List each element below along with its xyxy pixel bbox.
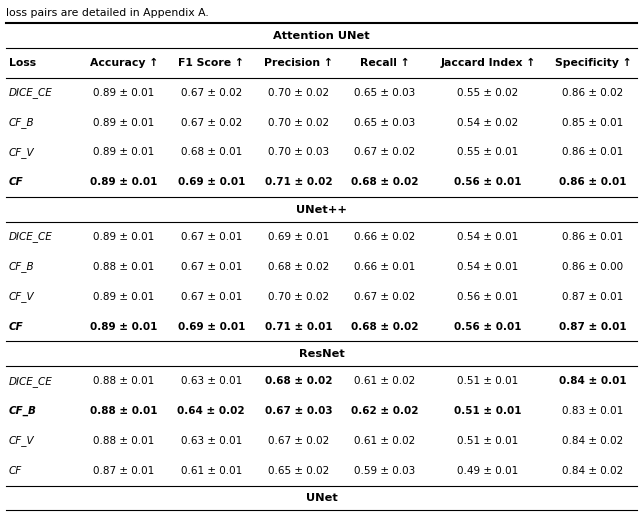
Text: CF_V: CF_V: [9, 291, 35, 302]
Text: 0.86 ± 0.00: 0.86 ± 0.00: [563, 262, 623, 272]
Text: 0.86 ± 0.02: 0.86 ± 0.02: [563, 88, 623, 98]
Text: 0.54 ± 0.01: 0.54 ± 0.01: [458, 262, 518, 272]
Text: Jaccard Index ↑: Jaccard Index ↑: [440, 58, 536, 68]
Text: DICE_CE: DICE_CE: [9, 231, 52, 243]
Text: 0.70 ± 0.03: 0.70 ± 0.03: [268, 147, 330, 158]
Text: 0.69 ± 0.01: 0.69 ± 0.01: [177, 321, 245, 332]
Text: CF: CF: [9, 177, 24, 187]
Text: 0.66 ± 0.02: 0.66 ± 0.02: [354, 232, 415, 242]
Text: 0.67 ± 0.02: 0.67 ± 0.02: [180, 88, 242, 98]
Text: 0.51 ± 0.01: 0.51 ± 0.01: [454, 406, 522, 416]
Text: 0.88 ± 0.01: 0.88 ± 0.01: [93, 436, 154, 446]
Text: 0.83 ± 0.01: 0.83 ± 0.01: [563, 406, 623, 416]
Text: 0.68 ± 0.02: 0.68 ± 0.02: [351, 177, 419, 187]
Text: 0.61 ± 0.02: 0.61 ± 0.02: [354, 376, 415, 386]
Text: 0.55 ± 0.02: 0.55 ± 0.02: [458, 88, 518, 98]
Text: CF: CF: [9, 466, 22, 476]
Text: 0.62 ± 0.02: 0.62 ± 0.02: [351, 406, 419, 416]
Text: 0.51 ± 0.01: 0.51 ± 0.01: [458, 436, 518, 446]
Text: 0.65 ± 0.03: 0.65 ± 0.03: [354, 117, 415, 128]
Text: Precision ↑: Precision ↑: [264, 58, 333, 68]
Text: 0.71 ± 0.02: 0.71 ± 0.02: [265, 177, 333, 187]
Text: CF_V: CF_V: [9, 147, 35, 158]
Text: 0.70 ± 0.02: 0.70 ± 0.02: [268, 291, 330, 302]
Text: 0.88 ± 0.01: 0.88 ± 0.01: [93, 376, 154, 386]
Text: CF_B: CF_B: [9, 261, 35, 272]
Text: 0.67 ± 0.02: 0.67 ± 0.02: [180, 117, 242, 128]
Text: 0.67 ± 0.01: 0.67 ± 0.01: [180, 232, 242, 242]
Text: 0.56 ± 0.01: 0.56 ± 0.01: [458, 291, 518, 302]
Text: 0.51 ± 0.01: 0.51 ± 0.01: [458, 376, 518, 386]
Text: 0.66 ± 0.01: 0.66 ± 0.01: [354, 262, 415, 272]
Text: 0.63 ± 0.01: 0.63 ± 0.01: [180, 376, 242, 386]
Text: 0.70 ± 0.02: 0.70 ± 0.02: [268, 88, 330, 98]
Text: CF: CF: [9, 321, 24, 332]
Text: 0.54 ± 0.02: 0.54 ± 0.02: [458, 117, 518, 128]
Text: Specificity ↑: Specificity ↑: [555, 58, 632, 68]
Text: 0.69 ± 0.01: 0.69 ± 0.01: [177, 177, 245, 187]
Text: 0.71 ± 0.01: 0.71 ± 0.01: [265, 321, 333, 332]
Text: 0.54 ± 0.01: 0.54 ± 0.01: [458, 232, 518, 242]
Text: 0.67 ± 0.02: 0.67 ± 0.02: [354, 147, 415, 158]
Text: DICE_CE: DICE_CE: [9, 375, 52, 387]
Text: 0.89 ± 0.01: 0.89 ± 0.01: [93, 147, 154, 158]
Text: loss pairs are detailed in Appendix A.: loss pairs are detailed in Appendix A.: [6, 8, 209, 18]
Text: 0.89 ± 0.01: 0.89 ± 0.01: [93, 117, 154, 128]
Text: 0.56 ± 0.01: 0.56 ± 0.01: [454, 177, 522, 187]
Text: Loss: Loss: [9, 58, 36, 68]
Text: 0.87 ± 0.01: 0.87 ± 0.01: [93, 466, 154, 476]
Text: 0.84 ± 0.01: 0.84 ± 0.01: [559, 376, 627, 386]
Text: 0.86 ± 0.01: 0.86 ± 0.01: [559, 177, 627, 187]
Text: 0.68 ± 0.01: 0.68 ± 0.01: [180, 147, 242, 158]
Text: Accuracy ↑: Accuracy ↑: [90, 58, 158, 68]
Text: 0.84 ± 0.02: 0.84 ± 0.02: [563, 436, 623, 446]
Text: 0.65 ± 0.03: 0.65 ± 0.03: [354, 88, 415, 98]
Text: 0.88 ± 0.01: 0.88 ± 0.01: [90, 406, 157, 416]
Text: 0.69 ± 0.01: 0.69 ± 0.01: [268, 232, 330, 242]
Text: 0.89 ± 0.01: 0.89 ± 0.01: [93, 232, 154, 242]
Text: 0.68 ± 0.02: 0.68 ± 0.02: [351, 321, 419, 332]
Text: 0.55 ± 0.01: 0.55 ± 0.01: [458, 147, 518, 158]
Text: ResNet: ResNet: [299, 349, 344, 359]
Text: 0.86 ± 0.01: 0.86 ± 0.01: [563, 147, 623, 158]
Text: 0.68 ± 0.02: 0.68 ± 0.02: [268, 262, 330, 272]
Text: 0.67 ± 0.02: 0.67 ± 0.02: [354, 291, 415, 302]
Text: UNet++: UNet++: [296, 204, 347, 215]
Text: 0.86 ± 0.01: 0.86 ± 0.01: [563, 232, 623, 242]
Text: 0.63 ± 0.01: 0.63 ± 0.01: [180, 436, 242, 446]
Text: 0.59 ± 0.03: 0.59 ± 0.03: [354, 466, 415, 476]
Text: Recall ↑: Recall ↑: [360, 58, 410, 68]
Text: 0.87 ± 0.01: 0.87 ± 0.01: [559, 321, 627, 332]
Text: 0.67 ± 0.01: 0.67 ± 0.01: [180, 291, 242, 302]
Text: 0.89 ± 0.01: 0.89 ± 0.01: [93, 88, 154, 98]
Text: F1 Score ↑: F1 Score ↑: [179, 58, 244, 68]
Text: CF_B: CF_B: [9, 117, 35, 128]
Text: 0.89 ± 0.01: 0.89 ± 0.01: [90, 321, 157, 332]
Text: 0.87 ± 0.01: 0.87 ± 0.01: [563, 291, 623, 302]
Text: 0.67 ± 0.02: 0.67 ± 0.02: [268, 436, 330, 446]
Text: 0.67 ± 0.01: 0.67 ± 0.01: [180, 262, 242, 272]
Text: 0.89 ± 0.01: 0.89 ± 0.01: [93, 291, 154, 302]
Text: 0.70 ± 0.02: 0.70 ± 0.02: [268, 117, 330, 128]
Text: DICE_CE: DICE_CE: [9, 87, 52, 98]
Text: CF_V: CF_V: [9, 435, 35, 447]
Text: 0.89 ± 0.01: 0.89 ± 0.01: [90, 177, 157, 187]
Text: 0.49 ± 0.01: 0.49 ± 0.01: [458, 466, 518, 476]
Text: 0.67 ± 0.03: 0.67 ± 0.03: [265, 406, 333, 416]
Text: 0.61 ± 0.02: 0.61 ± 0.02: [354, 436, 415, 446]
Text: Attention UNet: Attention UNet: [273, 30, 370, 41]
Text: 0.64 ± 0.02: 0.64 ± 0.02: [177, 406, 245, 416]
Text: 0.61 ± 0.01: 0.61 ± 0.01: [180, 466, 242, 476]
Text: 0.68 ± 0.02: 0.68 ± 0.02: [265, 376, 333, 386]
Text: 0.88 ± 0.01: 0.88 ± 0.01: [93, 262, 154, 272]
Text: CF_B: CF_B: [9, 406, 37, 416]
Text: 0.65 ± 0.02: 0.65 ± 0.02: [268, 466, 330, 476]
Text: 0.56 ± 0.01: 0.56 ± 0.01: [454, 321, 522, 332]
Text: 0.84 ± 0.02: 0.84 ± 0.02: [563, 466, 623, 476]
Text: UNet: UNet: [306, 493, 337, 503]
Text: 0.85 ± 0.01: 0.85 ± 0.01: [563, 117, 623, 128]
